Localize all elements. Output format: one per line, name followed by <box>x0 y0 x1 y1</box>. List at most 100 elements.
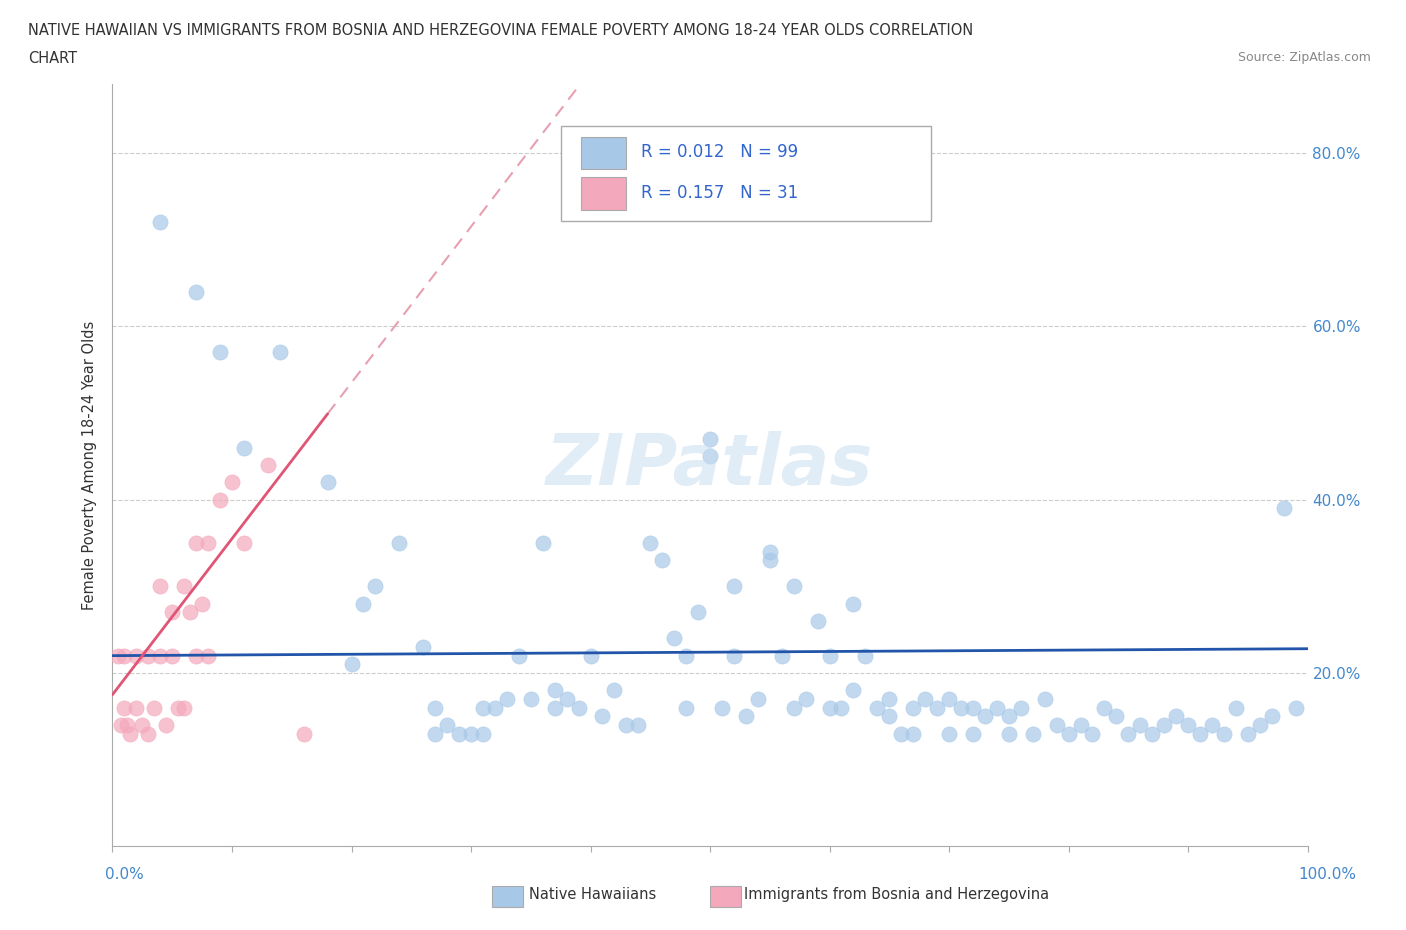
Point <box>1189 726 1212 741</box>
Point <box>759 552 782 567</box>
Point <box>1118 726 1140 741</box>
Point <box>138 726 160 741</box>
Point <box>436 718 458 733</box>
Point <box>520 692 543 707</box>
Point <box>257 458 280 472</box>
Point <box>842 596 865 611</box>
Point <box>120 726 142 741</box>
Point <box>197 648 219 663</box>
Point <box>1249 718 1271 733</box>
Point <box>974 709 997 724</box>
Point <box>664 631 686 645</box>
Point <box>723 578 745 593</box>
Point <box>316 475 339 490</box>
Point <box>388 536 411 551</box>
Point <box>770 648 793 663</box>
Point <box>1237 726 1260 741</box>
Point <box>962 726 984 741</box>
Point <box>568 700 591 715</box>
Point <box>138 648 160 663</box>
Point <box>938 692 960 707</box>
Point <box>114 648 135 663</box>
Text: Native Hawaiians: Native Hawaiians <box>529 887 657 902</box>
Point <box>221 475 243 490</box>
Point <box>340 657 363 671</box>
Point <box>950 700 973 715</box>
Point <box>110 718 132 733</box>
Point <box>352 596 374 611</box>
Point <box>555 692 578 707</box>
Point <box>114 700 135 715</box>
Point <box>818 700 841 715</box>
Point <box>651 552 673 567</box>
Point <box>131 718 153 733</box>
Point <box>903 726 925 741</box>
Point <box>723 648 745 663</box>
Point <box>1225 700 1247 715</box>
Point <box>699 432 721 446</box>
Point <box>167 700 190 715</box>
Point <box>998 726 1021 741</box>
Point <box>115 718 138 733</box>
Point <box>855 648 877 663</box>
Point <box>1285 700 1308 715</box>
Point <box>447 726 470 741</box>
Point <box>675 648 697 663</box>
Point <box>162 604 183 619</box>
Point <box>603 683 626 698</box>
Point <box>149 578 172 593</box>
Point <box>1033 692 1056 707</box>
Point <box>831 700 853 715</box>
Point <box>927 700 949 715</box>
Point <box>1177 718 1199 733</box>
Point <box>233 536 256 551</box>
Text: ZIPatlas: ZIPatlas <box>547 431 873 499</box>
Point <box>425 726 447 741</box>
Point <box>747 692 769 707</box>
Point <box>640 536 662 551</box>
Y-axis label: Female Poverty Among 18-24 Year Olds: Female Poverty Among 18-24 Year Olds <box>82 320 97 610</box>
Point <box>1272 501 1295 516</box>
Text: NATIVE HAWAIIAN VS IMMIGRANTS FROM BOSNIA AND HERZEGOVINA FEMALE POVERTY AMONG 1: NATIVE HAWAIIAN VS IMMIGRANTS FROM BOSNI… <box>28 23 973 38</box>
Point <box>209 345 232 360</box>
Point <box>425 700 447 715</box>
Point <box>1057 726 1080 741</box>
Bar <box>581 178 627 209</box>
Point <box>962 700 984 715</box>
Point <box>269 345 291 360</box>
Point <box>782 700 804 715</box>
Text: 100.0%: 100.0% <box>1299 867 1357 882</box>
Point <box>412 640 434 655</box>
Point <box>125 648 148 663</box>
Point <box>460 726 482 741</box>
Point <box>794 692 817 707</box>
Point <box>543 683 565 698</box>
Point <box>842 683 865 698</box>
Text: Source: ZipAtlas.com: Source: ZipAtlas.com <box>1237 51 1371 64</box>
Text: R = 0.157   N = 31: R = 0.157 N = 31 <box>641 184 799 202</box>
Point <box>125 700 148 715</box>
Point <box>592 709 614 724</box>
Point <box>627 718 650 733</box>
Point <box>866 700 889 715</box>
Point <box>472 700 495 715</box>
Point <box>1166 709 1188 724</box>
Point <box>1105 709 1128 724</box>
Text: 0.0%: 0.0% <box>105 867 145 882</box>
Text: CHART: CHART <box>28 51 77 66</box>
Point <box>711 700 734 715</box>
Point <box>191 596 214 611</box>
Point <box>173 700 195 715</box>
Point <box>579 648 602 663</box>
Point <box>155 718 177 733</box>
Point <box>1142 726 1164 741</box>
Point <box>508 648 530 663</box>
Point <box>179 604 201 619</box>
Point <box>531 536 554 551</box>
Point <box>197 536 219 551</box>
Point <box>759 544 782 559</box>
Point <box>1022 726 1045 741</box>
Point <box>1046 718 1069 733</box>
Point <box>675 700 697 715</box>
Text: Immigrants from Bosnia and Herzegovina: Immigrants from Bosnia and Herzegovina <box>744 887 1049 902</box>
